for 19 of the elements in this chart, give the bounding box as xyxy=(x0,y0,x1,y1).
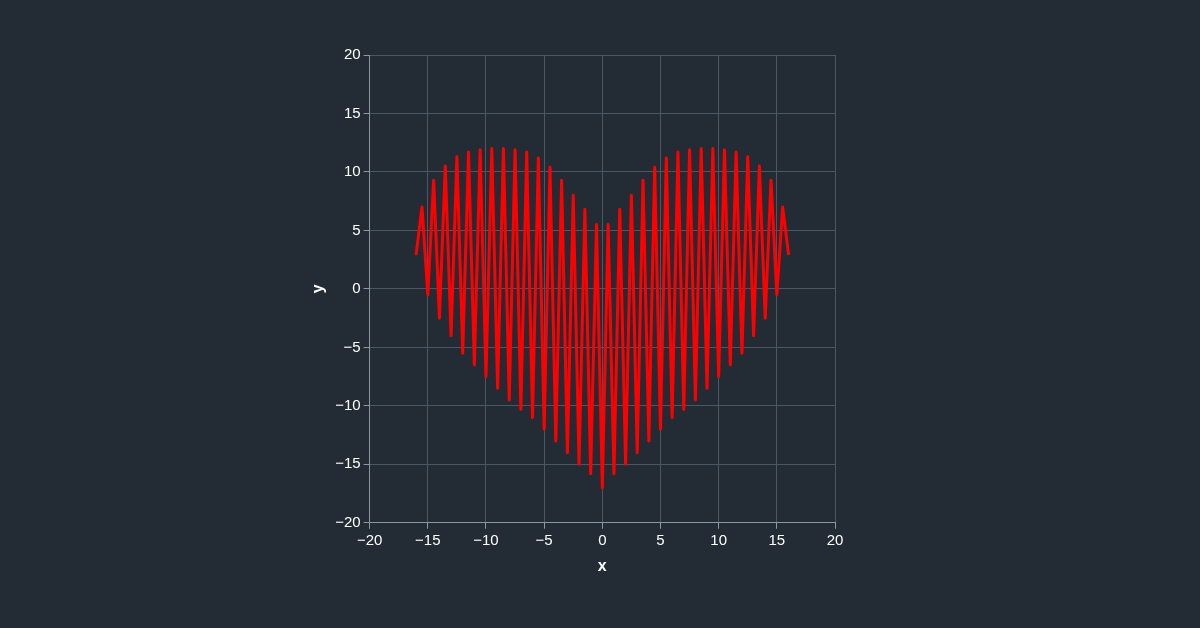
x-tick-label: 0 xyxy=(598,530,607,548)
y-tick-label: −10 xyxy=(335,395,361,413)
x-tick-label: 10 xyxy=(710,530,727,548)
y-tick-label: 10 xyxy=(343,162,361,180)
y-tick-label: −5 xyxy=(343,337,361,355)
x-tick-label: −5 xyxy=(535,530,553,548)
x-tick-label: −10 xyxy=(473,530,499,548)
x-tick-label: 5 xyxy=(656,530,665,548)
y-tick-label: 15 xyxy=(343,103,361,121)
y-tick-label: 5 xyxy=(352,220,361,238)
x-tick-label: −15 xyxy=(415,530,441,548)
x-tick-label: 20 xyxy=(826,530,844,548)
x-axis-title: x xyxy=(597,556,607,574)
y-tick-label: −15 xyxy=(335,454,361,472)
y-tick-label: 20 xyxy=(343,45,361,63)
y-axis-title: y xyxy=(309,284,327,294)
y-tick-label: 0 xyxy=(352,279,361,297)
x-tick-label: 15 xyxy=(768,530,786,548)
y-tick-label: −20 xyxy=(335,512,361,530)
